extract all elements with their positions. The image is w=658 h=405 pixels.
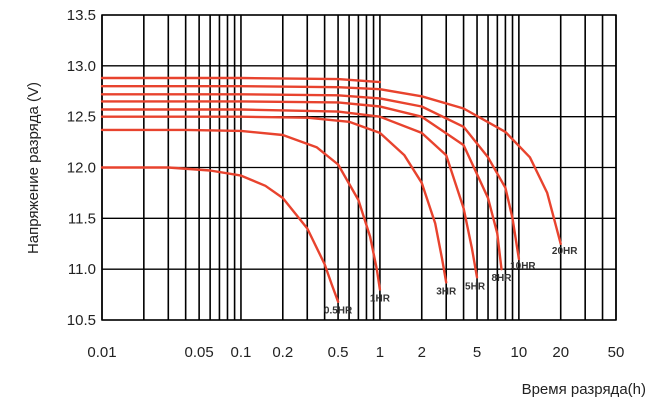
- x-tick-label: 20: [552, 344, 569, 361]
- y-axis-title: Напряжение разряда (V): [25, 82, 42, 254]
- x-tick-label: 5: [473, 344, 481, 361]
- series-line: [100, 93, 521, 261]
- series-label: 1HR: [370, 294, 391, 305]
- series-line: [100, 128, 382, 291]
- x-tick-label: 0.5: [328, 344, 349, 361]
- series-line: [100, 84, 562, 246]
- y-tick-label: 11.0: [68, 261, 96, 278]
- series-layer: [100, 76, 562, 303]
- series-label: 5HR: [465, 281, 486, 292]
- series-label: 0.5HR: [324, 306, 353, 317]
- x-tick-label: 0.05: [185, 344, 214, 361]
- series-label: 8HR: [492, 273, 513, 284]
- y-tick-label: 13.0: [67, 58, 96, 75]
- series-line: [100, 76, 382, 84]
- series-line: [100, 115, 448, 284]
- y-tick-label: 12.5: [67, 109, 96, 126]
- y-tick-label: 13.5: [67, 7, 96, 24]
- series-label: 3HR: [436, 286, 457, 297]
- x-tick-label: 50: [608, 344, 625, 361]
- x-tick-label: 0.2: [272, 344, 293, 361]
- x-tick-label: 2: [418, 344, 426, 361]
- y-tick-label: 12.0: [67, 160, 96, 177]
- series-line: [100, 166, 340, 303]
- x-tick-label: 1: [376, 344, 384, 361]
- x-axis-title: Время разряда(h): [522, 381, 646, 398]
- series-label: 20HR: [552, 246, 578, 257]
- x-axis-ticks: 0.01 0.05 0.1 0.2 0.5 1 2 5 10 20 50: [87, 344, 624, 361]
- y-tick-label: 11.5: [68, 210, 96, 227]
- x-tick-label: 0.01: [87, 344, 116, 361]
- series-label: 10HR: [510, 261, 536, 272]
- x-tick-label: 0.1: [231, 344, 252, 361]
- y-tick-label: 10.5: [67, 312, 96, 329]
- series-line: [100, 100, 503, 271]
- series-line: [100, 108, 479, 279]
- x-tick-label: 10: [511, 344, 528, 361]
- y-axis-ticks: 10.5 11.0 11.5 12.0 12.5 13.0 13.5: [67, 7, 96, 329]
